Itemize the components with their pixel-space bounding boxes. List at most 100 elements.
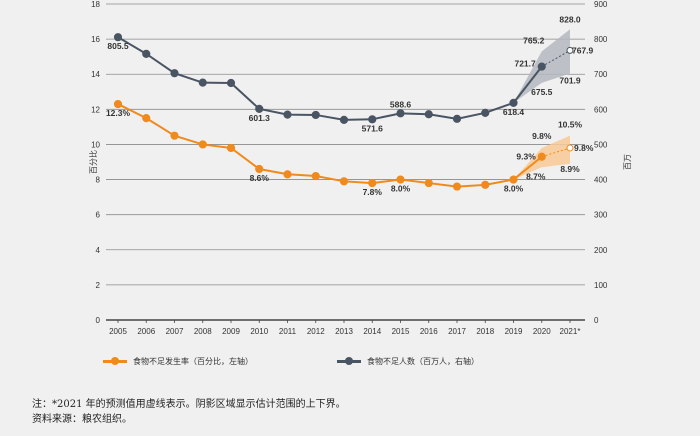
data-point <box>311 171 320 181</box>
data-point <box>255 104 264 113</box>
series-line <box>117 103 543 188</box>
data-label: 571.6 <box>362 123 384 133</box>
data-point <box>283 170 292 179</box>
data-point <box>226 78 236 88</box>
data-point <box>396 175 405 184</box>
y-right-tick-label: 300 <box>594 211 608 220</box>
y-right-tick-label: 800 <box>594 35 608 44</box>
data-point <box>424 110 433 119</box>
data-point <box>198 140 207 149</box>
x-tick-label: 2019 <box>505 327 523 336</box>
chart-note: 注：*2021 年的预测值用虚线表示。阴影区域显示估计范围的上下界。 <box>32 399 346 410</box>
x-tick-label: 2017 <box>448 327 466 336</box>
x-tick-label: 2005 <box>109 327 127 336</box>
data-point <box>537 62 546 71</box>
data-point <box>424 178 433 188</box>
series-line <box>117 36 543 121</box>
data-label: 588.6 <box>390 99 412 109</box>
projection-line <box>541 49 571 68</box>
x-tick-label: 2009 <box>222 327 240 336</box>
x-tick-label: 2015 <box>392 327 410 336</box>
data-point <box>113 99 123 109</box>
data-label: 765.2 <box>523 35 545 45</box>
data-label: 8.9% <box>560 164 580 174</box>
data-point <box>368 178 377 188</box>
data-point <box>339 115 349 124</box>
data-label: 721.7 <box>514 59 536 69</box>
y-right-tick-label: 600 <box>594 105 608 114</box>
data-point <box>566 144 574 152</box>
data-label: 7.8% <box>363 187 383 197</box>
x-tick-label: 2007 <box>166 327 184 336</box>
y-left-tick-label: 4 <box>96 246 101 255</box>
x-tick-label: 2018 <box>476 327 494 336</box>
data-label: 701.9 <box>559 76 581 86</box>
x-tick-label: 2021* <box>560 327 581 336</box>
data-label: 828.0 <box>559 14 581 24</box>
y-right-tick-label: 400 <box>594 176 608 185</box>
data-point <box>537 152 546 161</box>
data-point <box>142 114 151 123</box>
data-label: 9.8% <box>532 131 552 141</box>
data-label: 12.3% <box>106 108 131 118</box>
y-left-tick-label: 18 <box>91 0 100 9</box>
data-point <box>311 110 320 120</box>
data-point <box>509 98 518 107</box>
data-label: 805.5 <box>107 41 129 51</box>
data-point <box>283 110 292 119</box>
data-point <box>113 33 123 42</box>
y-right-tick-label: 700 <box>594 70 608 79</box>
legend-item-number: 食物不足人数（百万人，右轴） <box>337 356 479 367</box>
x-tick-label: 2014 <box>363 327 381 336</box>
y-right-axis-title: 百万 <box>623 154 632 170</box>
data-point <box>566 46 574 54</box>
data-label: 9.3% <box>516 152 536 162</box>
data-point <box>481 180 490 189</box>
data-point <box>481 108 490 117</box>
data-point <box>170 69 179 78</box>
chart-source: 资料来源：粮农组织。 <box>32 414 132 425</box>
y-right-tick-label: 100 <box>594 281 608 290</box>
data-label: 8.0% <box>391 184 411 194</box>
y-right-tick-label: 0 <box>594 316 599 325</box>
y-left-tick-label: 6 <box>96 211 101 220</box>
x-tick-label: 2020 <box>533 327 551 336</box>
y-left-tick-label: 16 <box>91 35 100 44</box>
data-point <box>368 115 377 124</box>
data-point <box>170 131 179 140</box>
data-label: 8.0% <box>504 184 524 194</box>
data-point <box>452 114 462 123</box>
data-point <box>452 182 462 191</box>
legend-label: 食物不足发生率（百分比，左轴） <box>133 357 253 366</box>
y-left-tick-label: 0 <box>96 316 101 325</box>
y-right-tick-label: 200 <box>594 246 608 255</box>
x-tick-label: 2012 <box>307 327 325 336</box>
x-tick-label: 2006 <box>137 327 155 336</box>
data-label: 675.5 <box>531 87 553 97</box>
data-point <box>396 109 405 118</box>
data-point <box>198 78 207 87</box>
x-tick-label: 2008 <box>194 327 212 336</box>
y-left-tick-label: 14 <box>91 70 100 79</box>
x-tick-label: 2016 <box>420 327 438 336</box>
data-label: 8.7% <box>526 171 546 181</box>
y-right-tick-label: 900 <box>594 0 608 9</box>
data-point <box>142 49 151 58</box>
y-left-tick-label: 12 <box>91 105 100 114</box>
x-tick-label: 2010 <box>250 327 268 336</box>
data-label: 10.5% <box>558 120 583 130</box>
data-label: 601.3 <box>249 113 271 123</box>
legend-swatch-orange <box>103 357 127 365</box>
data-point <box>226 143 236 153</box>
data-label: 9.8% <box>574 143 594 153</box>
legend-item-prevalence: 食物不足发生率（百分比，左轴） <box>103 356 253 367</box>
data-point <box>255 164 264 174</box>
legend-swatch-gray <box>337 357 361 365</box>
data-point <box>339 177 349 186</box>
data-label: 767.9 <box>572 45 594 55</box>
data-label: 8.6% <box>250 173 270 183</box>
y-left-axis-title: 百分比 <box>88 150 98 174</box>
projection-line <box>541 147 571 158</box>
x-tick-label: 2013 <box>335 327 353 336</box>
